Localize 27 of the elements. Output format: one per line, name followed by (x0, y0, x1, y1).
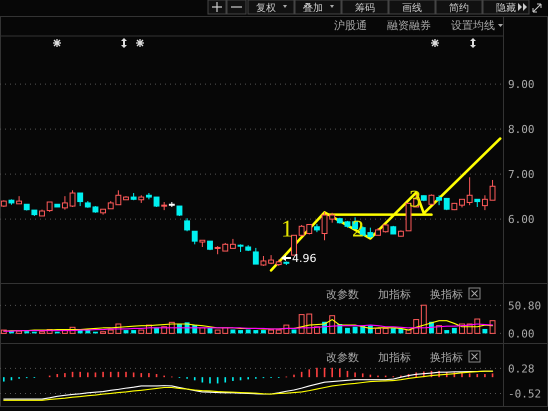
annotation: 加指标 (378, 351, 411, 364)
text: 设置均线 (451, 19, 495, 32)
y-tick-label: 9.00 (508, 78, 534, 92)
text: 沪股通 (334, 19, 367, 32)
text: 融资融券 (387, 19, 431, 32)
annotation: 加指标 (378, 288, 411, 301)
annotation: 2 (352, 216, 364, 243)
y-tick-label: 0.28 (508, 362, 534, 376)
text: 复权 (256, 2, 276, 14)
y-tick-label: -0.52 (508, 387, 542, 400)
annotation: 换指标 (430, 351, 463, 364)
annotation: 改参数 (326, 288, 359, 301)
annotation: 改参数 (326, 351, 359, 364)
text: 隐藏 (496, 2, 516, 14)
y-tick-label: 0.00 (508, 327, 534, 340)
text: 筹码 (355, 2, 375, 14)
y-tick-label: 7.00 (508, 168, 534, 182)
text: 简约 (449, 2, 469, 14)
text: 画线 (402, 2, 422, 14)
y-tick-label: 8.00 (508, 123, 534, 136)
annotation: 换指标 (430, 288, 463, 301)
annotation: 3 (409, 186, 421, 213)
annotation: 1 (281, 216, 293, 243)
text: 叠加 (303, 2, 323, 14)
annotation: 4.96 (292, 252, 316, 265)
y-tick-label: 50.80 (508, 299, 542, 312)
y-tick-label: 6.00 (508, 213, 534, 226)
